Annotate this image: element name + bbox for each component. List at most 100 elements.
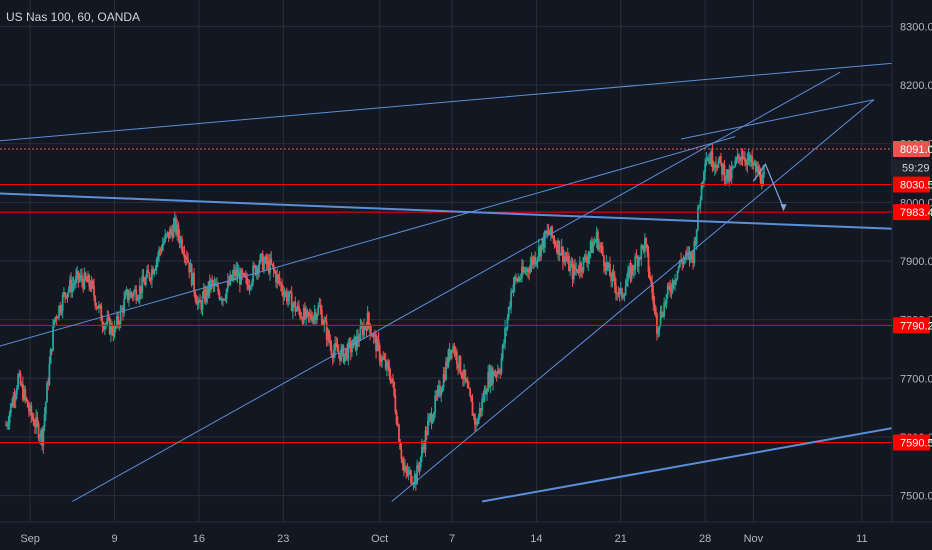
candle-body	[623, 294, 626, 297]
candle-body	[266, 260, 269, 265]
candle-body	[513, 277, 516, 285]
candle-body	[654, 307, 657, 314]
candle-body	[581, 270, 584, 272]
candle-body	[47, 383, 50, 385]
candle-body	[527, 268, 529, 272]
candle-body	[474, 414, 476, 425]
candle-body	[50, 349, 53, 351]
candle-body	[706, 159, 709, 161]
candle-body	[604, 265, 607, 271]
candle-body	[384, 359, 387, 369]
candle-body	[487, 371, 490, 392]
x-tick-label: 9	[111, 533, 117, 545]
candle-body	[741, 156, 744, 160]
candle-body	[112, 332, 115, 337]
candle-body	[242, 273, 245, 275]
candle-body	[533, 256, 535, 265]
candle-body	[675, 278, 678, 282]
candle-body	[736, 154, 739, 160]
candle-body	[38, 437, 41, 439]
candle-body	[93, 285, 95, 297]
candle-body	[210, 279, 212, 291]
candle-body	[89, 285, 92, 290]
candle-body	[689, 251, 692, 261]
candle-body	[69, 279, 71, 290]
candle-body	[313, 312, 316, 317]
candle-body	[618, 288, 621, 294]
candle-body	[281, 284, 283, 292]
candle-body	[61, 294, 64, 311]
candle-body	[727, 169, 729, 181]
candle-body	[414, 474, 417, 485]
candle-body	[247, 284, 250, 290]
candle-body	[580, 262, 582, 271]
candle-body	[278, 277, 281, 284]
candle-body	[177, 224, 180, 237]
candle-body	[636, 257, 639, 267]
candle-body	[713, 164, 716, 168]
candle-body	[272, 264, 275, 271]
candle-body	[662, 316, 664, 318]
candle-body	[348, 341, 351, 343]
candle-body	[534, 256, 537, 265]
candle-body	[298, 305, 300, 311]
candle-body	[85, 279, 88, 283]
candle-body	[678, 260, 681, 267]
candle-body	[615, 285, 617, 294]
candle-body	[442, 374, 445, 388]
candle-body	[325, 321, 328, 340]
level-price-label: 7790.2	[900, 320, 932, 332]
candle-body	[449, 349, 452, 359]
candle-body	[237, 272, 240, 277]
candle-body	[521, 266, 523, 279]
candle-body	[571, 263, 574, 280]
candle-body	[318, 305, 321, 307]
level-price-badge	[893, 434, 930, 451]
candle-body	[647, 252, 650, 272]
candle-body	[310, 314, 312, 319]
candle-body	[660, 311, 663, 317]
level-price-label: 8030.5	[900, 179, 932, 191]
candle-body	[24, 389, 27, 398]
candle-body	[296, 305, 299, 310]
candle-body	[753, 162, 756, 165]
candle-body	[490, 368, 493, 384]
candle-body	[105, 323, 107, 325]
candle-body	[169, 228, 171, 239]
candle-body	[116, 316, 118, 327]
candle-body	[26, 400, 29, 408]
candle-body	[7, 423, 10, 426]
candle-body	[341, 346, 344, 349]
candle-body	[307, 312, 310, 316]
candle-body	[453, 346, 456, 355]
candle-body	[70, 279, 73, 293]
trendline	[680, 99, 875, 140]
candle-body	[120, 308, 123, 310]
candle-body	[482, 398, 485, 400]
candle-body	[648, 271, 651, 279]
candle-body	[541, 237, 544, 245]
candle-body	[455, 351, 458, 365]
candle-body	[376, 339, 379, 352]
candle-body	[255, 267, 258, 275]
candle-body	[146, 270, 148, 278]
candle-body	[612, 271, 615, 276]
candle-body	[600, 246, 603, 248]
candle-body	[359, 326, 362, 341]
candle-body	[504, 328, 506, 344]
candle-body	[140, 285, 142, 293]
candle-body	[208, 281, 211, 291]
candle-body	[744, 157, 746, 162]
x-tick-label: 16	[193, 533, 205, 545]
candle-body	[652, 292, 655, 304]
candle-body	[725, 169, 728, 179]
candle-body	[202, 290, 205, 297]
candle-body	[194, 291, 197, 299]
candle-body	[383, 359, 386, 361]
candle-body	[193, 272, 195, 292]
candle-body	[371, 334, 374, 338]
y-tick-label: 8300.0	[900, 21, 932, 33]
candle-body	[364, 325, 367, 327]
candle-body	[747, 154, 750, 159]
